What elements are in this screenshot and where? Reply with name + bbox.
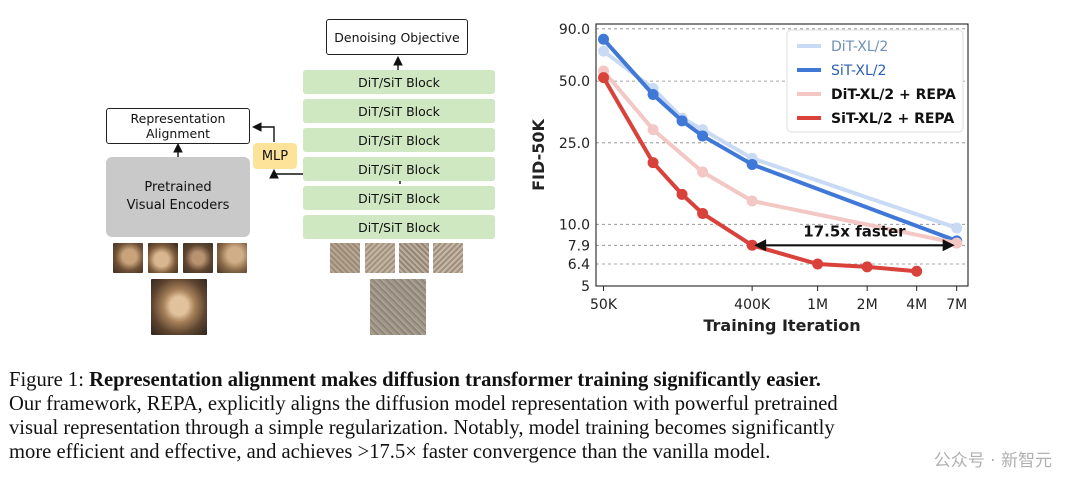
transformer-block: DiT/SiT Block bbox=[303, 99, 495, 123]
figure-caption: Figure 1: Representation alignment makes… bbox=[9, 368, 1075, 464]
legend-box bbox=[786, 29, 964, 133]
noisy-image-patch bbox=[399, 243, 429, 273]
pretrained-encoder-box: Pretrained Visual Encoders bbox=[106, 157, 250, 237]
legend-label: DiT-XL/2 bbox=[831, 39, 888, 55]
series-point bbox=[598, 45, 610, 57]
series-line bbox=[602, 37, 958, 243]
caption-line4: more efficient and effective, and achiev… bbox=[9, 441, 771, 463]
transformer-block: DiT/SiT Block bbox=[303, 157, 495, 181]
series-point bbox=[676, 188, 688, 200]
speedup-label: 17.5x faster bbox=[803, 222, 906, 240]
legend-label: DiT-XL/2 + REPA bbox=[831, 87, 956, 103]
denoising-objective-box: Denoising Objective bbox=[326, 19, 468, 55]
cat-image-patch bbox=[217, 243, 247, 273]
noisy-image-patch bbox=[433, 243, 463, 273]
series-point bbox=[861, 261, 873, 273]
arrow-mlp-to-alignment bbox=[251, 122, 275, 142]
watermark: 公众号 · 新智元 bbox=[933, 451, 1052, 471]
chart-annotation: 17.5x faster bbox=[754, 222, 955, 252]
noisy-image-patch bbox=[365, 243, 395, 273]
series-point bbox=[746, 158, 758, 170]
mlp-label: MLP bbox=[261, 148, 289, 164]
x-tick-label: 4M bbox=[906, 297, 927, 313]
legend-label: SiT-XL/2 + REPA bbox=[831, 111, 954, 127]
series-point bbox=[746, 195, 758, 207]
caption-bold: Representation alignment makes diffusion… bbox=[89, 369, 821, 391]
transformer-block: DiT/SiT Block bbox=[303, 186, 495, 210]
denoising-objective-label: Denoising Objective bbox=[334, 29, 460, 45]
series-point bbox=[746, 239, 758, 251]
caption-line3: visual representation through a simple r… bbox=[9, 417, 835, 439]
transformer-block: DiT/SiT Block bbox=[303, 215, 495, 239]
transformer-block-stack: DiT/SiT Block DiT/SiT Block DiT/SiT Bloc… bbox=[303, 70, 495, 239]
series-point bbox=[812, 258, 824, 270]
x-tick-label: 2M bbox=[857, 297, 878, 313]
caption-line2: Our framework, REPA, explicitly aligns t… bbox=[9, 393, 838, 415]
noisy-image bbox=[370, 279, 426, 335]
cat-image-clean bbox=[151, 279, 207, 335]
series-point bbox=[697, 166, 709, 178]
caption-prefix: Figure 1: bbox=[9, 369, 90, 391]
speedup-arrow-head bbox=[754, 239, 767, 252]
transformer-block: DiT/SiT Block bbox=[303, 70, 495, 94]
speedup-arrow-head bbox=[942, 239, 955, 252]
series-point bbox=[647, 157, 659, 169]
cat-image-patch bbox=[148, 243, 178, 273]
series-point bbox=[647, 124, 659, 136]
y-tick-label: 25.0 bbox=[559, 136, 590, 152]
series-point bbox=[598, 72, 610, 84]
transformer-block: DiT/SiT Block bbox=[303, 128, 495, 152]
alignment-line2: Alignment bbox=[145, 126, 211, 141]
y-tick-label: 6.4 bbox=[568, 257, 590, 273]
representation-alignment-box: Representation Alignment bbox=[106, 108, 250, 144]
cat-image-patch bbox=[113, 243, 143, 273]
y-tick-label: 50.0 bbox=[559, 74, 590, 90]
series-line bbox=[602, 49, 958, 230]
chart-series bbox=[598, 33, 963, 277]
x-tick-label: 50K bbox=[590, 297, 618, 313]
series-point bbox=[697, 130, 709, 142]
y-tick-label: 5 bbox=[581, 279, 590, 295]
x-tick-label: 400K bbox=[734, 297, 771, 313]
chart-legend: DiT-XL/2 SiT-XL/2 DiT-XL/2 + REPA SiT-XL/2 … bbox=[786, 29, 964, 133]
legend-label: SiT-XL/2 bbox=[831, 63, 886, 79]
mlp-box: MLP bbox=[253, 143, 297, 169]
series-line bbox=[601, 76, 917, 274]
encoder-line2: Visual Encoders bbox=[126, 198, 230, 213]
series-point bbox=[676, 115, 688, 127]
plot-frame bbox=[595, 23, 969, 287]
series-point bbox=[951, 222, 963, 234]
x-tick-label: 1M bbox=[807, 297, 828, 313]
alignment-line1: Representation bbox=[130, 111, 226, 126]
cat-image-patch bbox=[183, 243, 213, 273]
series-point bbox=[911, 265, 923, 277]
series-point bbox=[951, 237, 963, 249]
series-point bbox=[647, 89, 659, 101]
x-axis-label: Training Iteration bbox=[703, 316, 860, 335]
noisy-image-patch bbox=[330, 243, 360, 273]
y-tick-label: 7.9 bbox=[568, 238, 590, 254]
series-point bbox=[697, 207, 709, 219]
series-point bbox=[598, 33, 610, 45]
y-axis-label: FID-50K bbox=[529, 119, 548, 191]
y-tick-label: 10.0 bbox=[559, 217, 590, 233]
x-tick-label: 7M bbox=[946, 297, 967, 313]
encoder-line1: Pretrained bbox=[144, 180, 212, 195]
y-tick-label: 90.0 bbox=[559, 22, 590, 38]
